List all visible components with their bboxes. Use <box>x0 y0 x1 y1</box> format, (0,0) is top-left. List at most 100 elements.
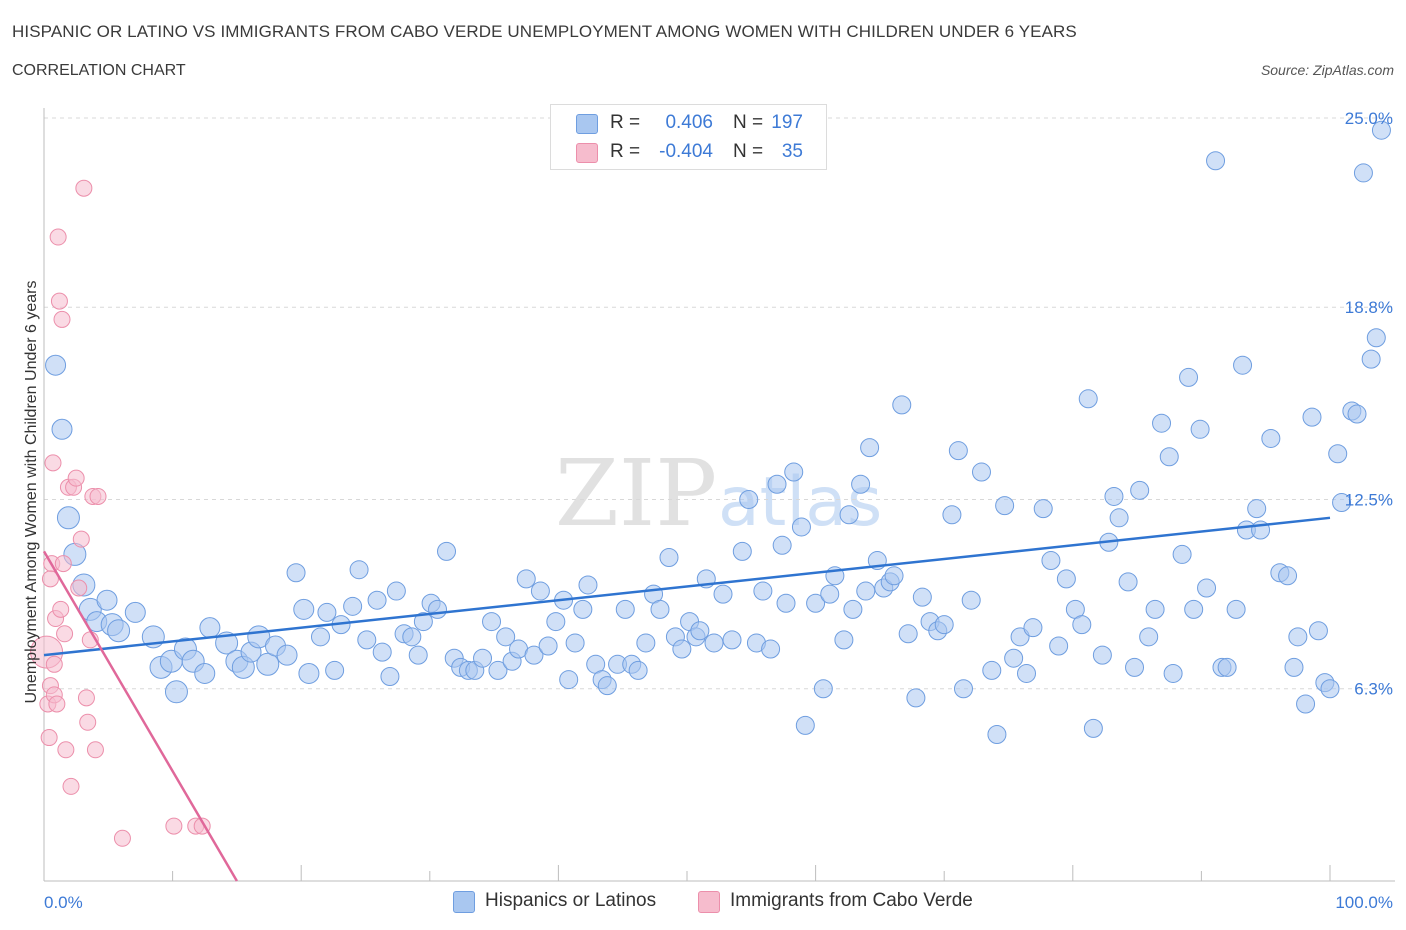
hispanics-point <box>402 627 422 647</box>
hispanics-point <box>761 639 781 659</box>
axis-labels: 6.3% 12.5% 18.8% 25.0% 0.0% 100.0% Unemploymen… <box>23 109 1393 912</box>
hispanics-point <box>795 715 815 735</box>
hispanics-point <box>892 395 912 415</box>
hispanics-point <box>856 581 876 601</box>
watermark: ZIP atlas <box>555 440 882 547</box>
hispanics-point <box>1104 486 1124 506</box>
hispanics-point <box>732 541 752 561</box>
hispanics-point <box>559 670 579 690</box>
hispanics-point <box>124 601 146 623</box>
hispanics-point <box>386 581 406 601</box>
hispanics-point <box>1078 389 1098 409</box>
hispanics-point <box>164 680 188 704</box>
hispanics-point <box>791 517 811 537</box>
cabo-verde-point <box>79 713 97 731</box>
hispanics-point <box>1347 404 1367 424</box>
hispanics-point <box>194 662 216 684</box>
hispanics-point <box>565 633 585 653</box>
hispanics-point <box>650 599 670 619</box>
cabo-verde-point <box>54 555 72 573</box>
series-hispanics-points <box>45 120 1391 745</box>
hispanics-point <box>1206 151 1226 171</box>
hispanics-point <box>722 630 742 650</box>
hispanics-point <box>298 662 320 684</box>
hispanics-point <box>636 633 656 653</box>
y-tick-label: 6.3% <box>1354 680 1393 699</box>
hispanics-point <box>1302 407 1322 427</box>
hispanics-point <box>884 566 904 586</box>
x-tick-label: 0.0% <box>44 893 83 912</box>
hispanics-point <box>1004 648 1024 668</box>
hispanics-trend-line <box>43 516 1331 657</box>
hispanics-point <box>199 617 221 639</box>
hispanics-point <box>776 593 796 613</box>
hispanics-point <box>839 505 859 525</box>
cabo-verde-point <box>41 570 59 588</box>
hispanics-point <box>256 652 280 676</box>
cabo-verde-point <box>56 625 74 643</box>
n-value: 35 <box>781 141 803 162</box>
legend-swatch-pink <box>576 143 598 163</box>
hispanics-point <box>834 630 854 650</box>
hispanics-point <box>578 575 598 595</box>
hispanics-point <box>428 599 448 619</box>
hispanics-point <box>546 612 566 632</box>
hispanics-point <box>971 462 991 482</box>
hispanics-point <box>820 584 840 604</box>
hispanics-point <box>628 660 648 680</box>
hispanics-point <box>437 541 457 561</box>
hispanics-point <box>530 581 550 601</box>
hispanics-point <box>1033 499 1053 519</box>
cabo-verde-point <box>67 469 85 487</box>
hispanics-point <box>813 679 833 699</box>
hispanics-point <box>408 645 428 665</box>
hispanics-point <box>690 621 710 641</box>
cabo-verde-point <box>165 817 183 835</box>
hispanics-point <box>753 581 773 601</box>
hispanics-point <box>948 441 968 461</box>
hispanics-point <box>912 587 932 607</box>
hispanics-point <box>1353 163 1373 183</box>
hispanics-point <box>1320 679 1340 699</box>
cabo-verde-trend-line <box>42 550 238 882</box>
hispanics-point <box>1023 618 1043 638</box>
hispanics-point <box>1049 636 1069 656</box>
legend-swatch-pink <box>698 891 720 913</box>
legend-swatch-blue <box>576 114 598 134</box>
cabo-verde-point <box>113 829 131 847</box>
hispanics-point <box>1284 657 1304 677</box>
cabo-verde-point <box>70 579 88 597</box>
hispanics-point <box>96 589 118 611</box>
y-axis-title: Unemployment Among Women with Children U… <box>23 280 40 703</box>
hispanics-point <box>1308 621 1328 641</box>
hispanics-point <box>293 598 315 620</box>
hispanics-point <box>1197 578 1217 598</box>
hispanics-point <box>286 563 306 583</box>
hispanics-point <box>1371 120 1391 140</box>
legend-label: Hispanics or Latinos <box>485 890 657 911</box>
chart-subtitle: CORRELATION CHART <box>12 62 186 79</box>
cabo-verde-point <box>50 292 68 310</box>
hispanics-point <box>953 679 973 699</box>
hispanics-point <box>772 535 792 555</box>
hispanics-point <box>1332 493 1352 513</box>
hispanics-point <box>1152 413 1172 433</box>
x-tick-label: 100.0% <box>1335 893 1393 912</box>
hispanics-point <box>1125 657 1145 677</box>
hispanics-point <box>372 642 392 662</box>
hispanics-point <box>1278 566 1298 586</box>
hispanics-point <box>1261 428 1281 448</box>
hispanics-point <box>413 612 433 632</box>
hispanics-point <box>1247 499 1267 519</box>
r-label: R = <box>610 112 641 133</box>
cabo-verde-point <box>86 741 104 759</box>
legend-label: Immigrants from Cabo Verde <box>730 890 973 911</box>
hispanics-point <box>597 676 617 696</box>
y-tick-label: 12.5% <box>1345 491 1393 510</box>
hispanics-point <box>524 645 544 665</box>
watermark-zip: ZIP <box>555 440 717 547</box>
n-value: 197 <box>771 112 803 133</box>
hispanics-point <box>276 644 298 666</box>
hispanics-point <box>713 584 733 604</box>
